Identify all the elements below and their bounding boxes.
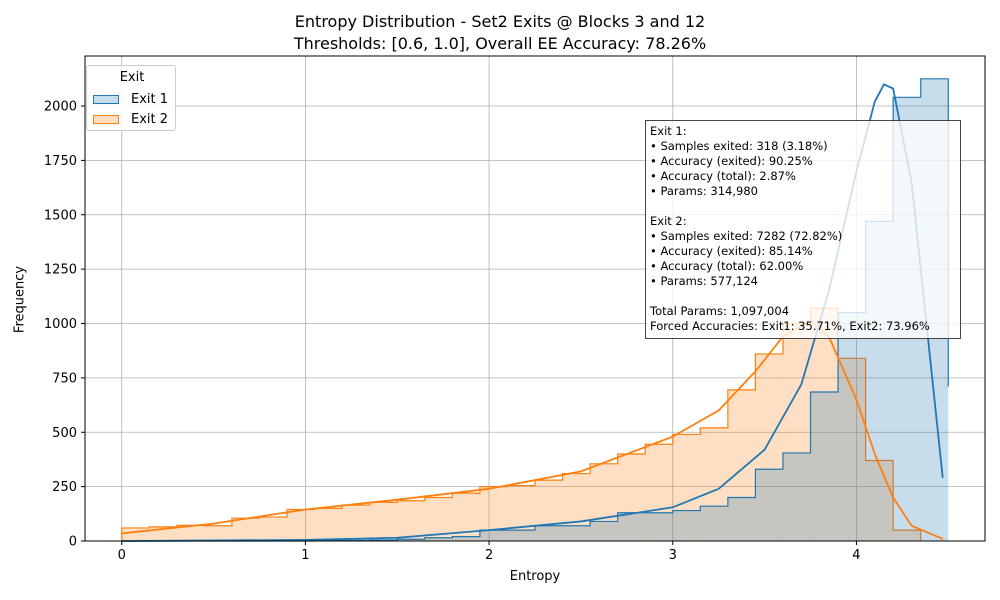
kde-line-exit-1 — [121, 83, 944, 542]
stats-line: • Params: 314,980 — [650, 184, 758, 198]
histogram-bar-exit-2 — [893, 530, 921, 541]
x-tick-label: 3 — [669, 548, 677, 563]
y-tick-label: 1750 — [44, 154, 77, 169]
histogram-bar-exit-2 — [865, 460, 894, 541]
histogram-bar-exit-1 — [672, 510, 701, 541]
histogram-bar-exit-2 — [617, 454, 646, 541]
histogram-bar-exit-1 — [424, 537, 453, 541]
legend-swatch-exit-2 — [93, 115, 119, 124]
histogram-bar-exit-2 — [452, 493, 480, 541]
histogram-bar-exit-2 — [259, 517, 288, 541]
histogram-bar-exit-1 — [397, 539, 425, 541]
stats-line: Exit 1: — [650, 124, 687, 138]
y-tick-label: 1250 — [44, 263, 77, 278]
histogram-bar-exit-1 — [727, 497, 756, 541]
stats-line: • Accuracy (total): 62.00% — [650, 259, 804, 273]
histogram-bar-exit-2 — [314, 508, 343, 541]
histogram-bar-exit-2 — [204, 525, 232, 541]
y-tick-label: 750 — [52, 371, 77, 386]
histogram-bar-exit-1 — [700, 506, 728, 541]
histogram-bar-exit-1 — [755, 469, 783, 541]
stats-line: • Accuracy (exited): 90.25% — [650, 154, 813, 168]
histogram-bar-exit-2 — [397, 500, 425, 541]
y-tick-label: 2000 — [44, 100, 77, 115]
stats-line: • Accuracy (total): 2.87% — [650, 169, 796, 183]
histogram-bar-exit-2 — [672, 434, 701, 541]
plot-frame — [84, 55, 986, 542]
y-tick-label: 1000 — [44, 317, 77, 332]
y-tick-label: 0 — [69, 535, 77, 550]
y-tick-label: 250 — [52, 480, 77, 495]
histogram-bar-exit-2 — [479, 486, 508, 541]
histogram-bar-exit-2 — [645, 444, 673, 541]
legend-swatch-exit-1 — [93, 95, 119, 104]
stats-line: • Params: 577,124 — [650, 274, 758, 288]
histogram-bar-exit-2 — [121, 527, 150, 541]
stats-line: • Accuracy (exited): 85.14% — [650, 244, 813, 258]
stats-line: • Samples exited: 318 (3.18%) — [650, 139, 828, 153]
stats-line: Total Params: 1,097,004 — [650, 304, 790, 318]
histogram-bar-exit-2 — [590, 463, 618, 541]
histogram-bar-exit-2 — [562, 473, 591, 541]
histogram-bar-exit-1 — [617, 512, 646, 541]
histogram-bar-exit-2 — [755, 353, 783, 541]
legend-label-exit-1: Exit 1 — [131, 92, 169, 107]
histogram-bar-exit-1 — [590, 521, 618, 541]
x-tick-label: 1 — [301, 548, 309, 563]
histogram-bar-exit-2 — [287, 509, 315, 541]
stats-line: Forced Accuracies: Exit1: 35.71%, Exit2:… — [650, 319, 930, 333]
histogram-bar-exit-1 — [479, 530, 508, 541]
kde-line-exit-2 — [121, 320, 944, 540]
stats-line — [650, 199, 956, 214]
stats-line: • Samples exited: 7282 (72.82%) — [650, 229, 843, 243]
legend-label-exit-2: Exit 2 — [131, 112, 169, 127]
stats-line: Exit 2: — [650, 214, 687, 228]
legend-title: Exit — [119, 70, 145, 85]
histogram-bar-exit-1 — [452, 536, 480, 541]
histogram-bar-exit-2 — [782, 323, 811, 541]
histogram-bar-exit-1 — [535, 525, 563, 541]
histogram-bar-exit-1 — [645, 512, 673, 541]
y-tick-label: 500 — [52, 426, 77, 441]
histogram-bar-exit-1 — [782, 452, 811, 541]
histogram-bar-exit-2 — [727, 389, 756, 541]
x-tick-label: 4 — [852, 548, 860, 563]
histogram-bar-exit-1 — [507, 530, 535, 541]
y-tick-label: 1500 — [44, 208, 77, 223]
histogram-bar-exit-2 — [535, 480, 563, 541]
histogram-bar-exit-1 — [810, 392, 839, 541]
histogram-bar-exit-2 — [176, 525, 205, 541]
chart-title: Entropy Distribution - Set2 Exits @ Bloc… — [294, 12, 706, 31]
histogram-bar-exit-1 — [838, 312, 866, 541]
x-axis-label: Entropy — [509, 569, 561, 584]
x-tick-label: 2 — [485, 548, 493, 563]
chart-subtitle: Thresholds: [0.6, 1.0], Overall EE Accur… — [293, 34, 707, 53]
histogram-bar-exit-2 — [369, 502, 398, 541]
legend: Exit Exit 1 Exit 2 — [86, 65, 176, 131]
histogram-bar-exit-2 — [342, 505, 370, 541]
stats-line — [650, 289, 956, 304]
stats-annotation-box: Exit 1: • Samples exited: 318 (3.18%) • … — [645, 120, 961, 339]
y-axis-label: Frequency — [12, 265, 28, 334]
histogram-bar-exit-2 — [231, 518, 260, 541]
histogram-bar-exit-1 — [562, 525, 591, 541]
x-tick-label: 0 — [118, 548, 126, 563]
histogram-bar-exit-2 — [507, 485, 535, 541]
